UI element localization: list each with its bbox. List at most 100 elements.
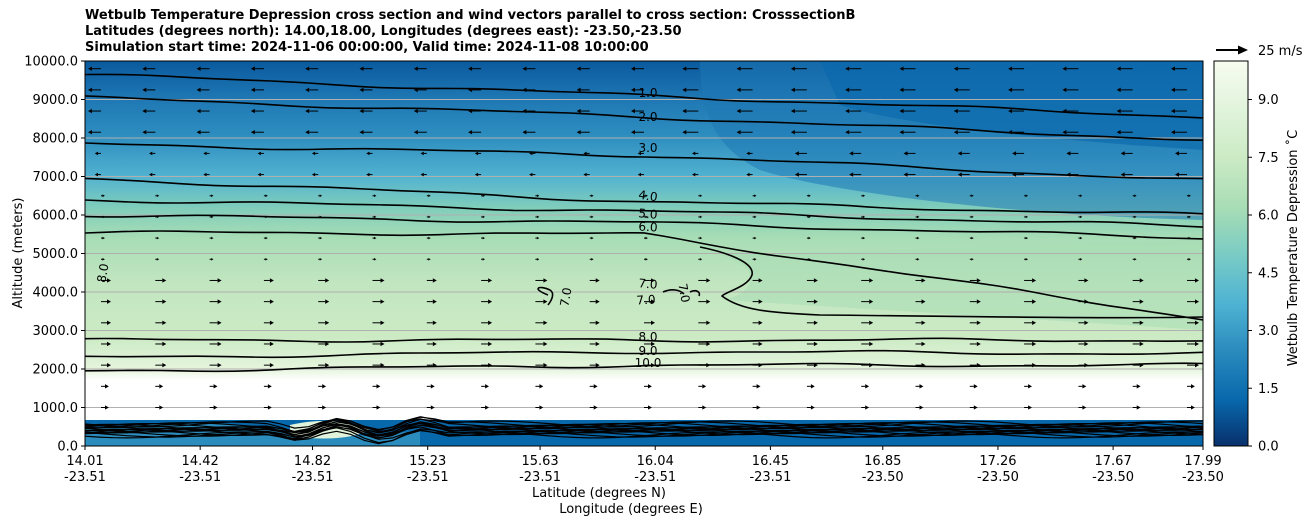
y-tick-label: 1000.0 [33, 401, 79, 416]
contour-label: 8.0 [94, 262, 111, 283]
wind-vector-head [159, 384, 164, 389]
wind-vector-head [1171, 66, 1175, 71]
wind-vector-head [583, 172, 587, 177]
wind-vector-head [94, 172, 98, 177]
wind-vector-head [319, 194, 323, 198]
x-axis-label-latitude: Latitude (degrees N) [532, 486, 666, 501]
wind-vector-head [203, 151, 207, 156]
wind-vector-head [1032, 320, 1037, 325]
x-tick-label-lat: 17.26 [979, 454, 1016, 469]
wind-vector-head [699, 194, 703, 198]
wind-vector-head [428, 236, 431, 240]
wind-vector-head [591, 257, 594, 261]
wind-vector-head [1120, 172, 1125, 177]
wind-vector-head [595, 341, 600, 347]
wind-vector-head [758, 278, 763, 283]
wind-vector-head [736, 66, 741, 71]
wind-vector-head [94, 151, 98, 156]
wind-vector-head [976, 341, 981, 347]
wind-vector-head [869, 278, 874, 283]
wind-vector-head [1171, 108, 1175, 114]
wind-vector-head [1084, 299, 1089, 304]
wind-vector-head [651, 278, 655, 283]
wind-vector-head [156, 194, 160, 198]
wind-vector-head [921, 299, 926, 304]
wind-vector-head [269, 320, 274, 325]
wind-vector-head [156, 257, 160, 261]
x-tick-label-lon: -23.50 [977, 470, 1019, 485]
y-tick-label: 0.0 [57, 440, 78, 455]
wind-vector-head [250, 87, 255, 93]
wind-vector-head [529, 151, 533, 156]
wind-vector-head [543, 362, 548, 368]
wind-vector-head [1032, 278, 1037, 283]
wind-vector-head [539, 384, 544, 389]
wind-vector-head [957, 151, 962, 156]
contour-line-7-small-b [662, 289, 685, 295]
wind-vector-head [862, 194, 866, 198]
wind-vector-head [756, 384, 761, 389]
wind-vector-head [413, 66, 418, 71]
y-tick-label: 3000.0 [33, 324, 79, 339]
wind-vector-head [159, 405, 164, 410]
wind-vector-head [651, 299, 655, 304]
wind-vector-head [107, 362, 111, 368]
wind-vector-head [325, 278, 330, 283]
wind-vector-head [1066, 172, 1071, 177]
x-tick-label-lon: -23.50 [1092, 470, 1134, 485]
contour-line-7-kink [699, 246, 1203, 319]
wind-vector-head [269, 299, 274, 304]
wind-vector-head [736, 130, 741, 135]
wind-vector-head [211, 215, 214, 219]
wind-vector-head [1134, 194, 1137, 198]
wind-vector-head [645, 236, 648, 240]
wind-vector-head [522, 130, 527, 135]
contour-line-7-small-a [537, 286, 554, 306]
wind-vector-head [305, 87, 310, 93]
wind-vector-head [595, 299, 600, 304]
wind-vector-head [88, 130, 92, 135]
wind-vector-head [211, 257, 214, 261]
wind-vector-head [1188, 215, 1191, 219]
colorbar-tick-label: 9.0 [1258, 93, 1279, 108]
wind-vector-head [1062, 66, 1067, 71]
wind-vector-head [522, 108, 527, 114]
wind-vector-head [1195, 362, 1199, 368]
wind-vector-head [366, 151, 370, 156]
x-tick-label-lat: 17.99 [1184, 454, 1221, 469]
colorbar-tick-label: 1.5 [1258, 382, 1279, 397]
wind-vector-head [813, 341, 818, 347]
wind-vector-head [692, 151, 696, 156]
wind-vector-head [105, 384, 109, 389]
surface-contour-line [85, 423, 1203, 440]
wind-vector-head [1120, 151, 1125, 156]
wind-vector-head [971, 215, 974, 219]
wind-vector-head [428, 194, 431, 198]
wind-vector-head [380, 299, 385, 304]
wind-vector-head [756, 405, 761, 410]
wind-vector-head [325, 320, 330, 325]
wind-vector-head [380, 341, 385, 347]
wind-vector-head [376, 384, 381, 389]
x-tick-label-lon: -23.51 [749, 470, 791, 485]
contour-label: 4.0 [638, 188, 659, 205]
x-tick-label-lat: 16.85 [864, 454, 901, 469]
wind-vector-head [1082, 405, 1087, 410]
wind-vector-head [359, 66, 364, 71]
wind-vector-head [1032, 362, 1037, 368]
wind-vector-head [319, 236, 323, 240]
wind-vector-head [1134, 215, 1137, 219]
surface-contour-line [85, 428, 1203, 445]
wind-vector-head [522, 66, 527, 71]
wind-vector-head [269, 341, 274, 347]
wind-vector-head [862, 236, 866, 240]
wind-vector-head [102, 194, 105, 198]
wind-vector-head [468, 66, 473, 71]
chart-title-line-2: Latitudes (degrees north): 14.00,18.00, … [85, 24, 682, 39]
wind-vector-head [899, 130, 904, 135]
wind-vector-head [105, 405, 109, 410]
wind-vector-head [536, 236, 540, 240]
contour-label: 6.0 [638, 220, 658, 235]
contour-line-2 [85, 95, 1203, 141]
wind-vector-head [862, 257, 866, 261]
